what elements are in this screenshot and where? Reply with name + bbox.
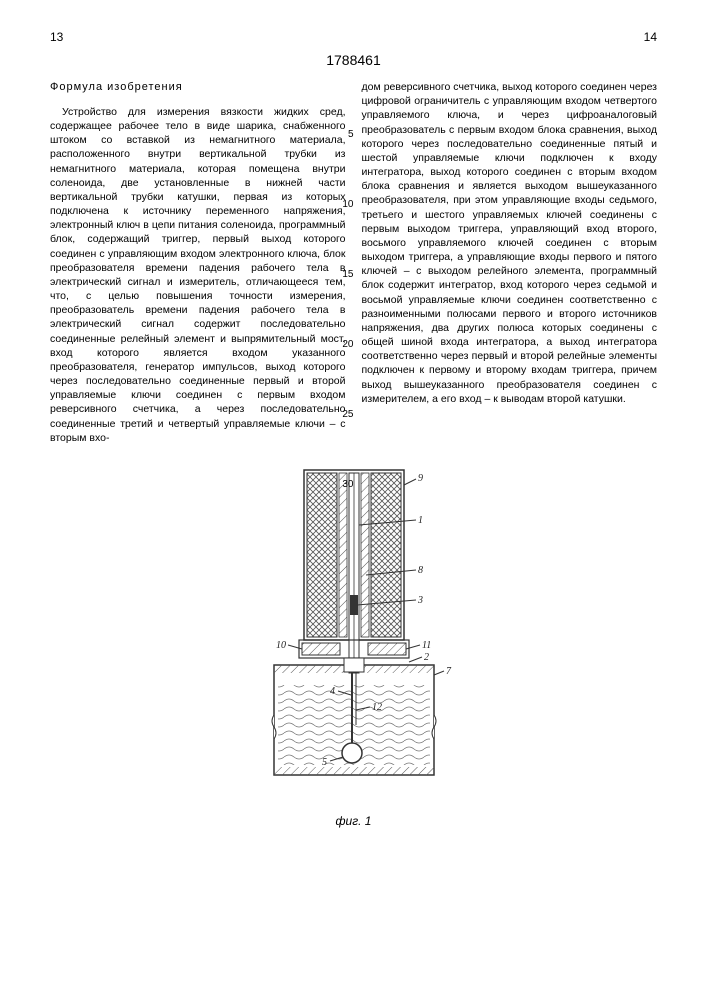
- right-column: дом реверсивного счетчика, выход которог…: [362, 80, 658, 445]
- svg-text:2: 2: [424, 652, 429, 663]
- line-marker: 15: [342, 268, 353, 282]
- line-marker: 5: [348, 128, 354, 142]
- svg-text:12: 12: [372, 702, 382, 713]
- svg-text:5: 5: [322, 757, 327, 768]
- svg-text:11: 11: [422, 640, 431, 651]
- svg-text:7: 7: [446, 666, 452, 677]
- patent-page: 13 14 1788461 Формула изобретения Устрой…: [0, 0, 707, 1000]
- svg-text:1: 1: [418, 515, 423, 526]
- text-columns: Формула изобретения Устройство для измер…: [50, 80, 657, 445]
- patent-number: 1788461: [50, 52, 657, 68]
- left-column-text: Устройство для измерения вязкости жидких…: [50, 105, 346, 445]
- page-number-right: 14: [644, 30, 657, 44]
- svg-text:10: 10: [276, 640, 286, 651]
- line-marker: 10: [342, 198, 353, 212]
- figure-1: 9 1 8 3 10 11 2 7 4 12 5 фиг. 1: [244, 465, 464, 828]
- line-marker: 30: [342, 478, 353, 492]
- line-marker: 20: [342, 338, 353, 352]
- left-column: Формула изобретения Устройство для измер…: [50, 80, 346, 445]
- svg-text:9: 9: [418, 473, 423, 484]
- figure-svg: 9 1 8 3 10 11 2 7 4 12 5: [244, 465, 464, 805]
- claims-title: Формула изобретения: [50, 80, 346, 95]
- svg-text:3: 3: [417, 595, 423, 606]
- page-numbers-row: 13 14: [50, 30, 657, 44]
- svg-text:4: 4: [330, 686, 335, 697]
- page-number-left: 13: [50, 30, 63, 44]
- svg-text:8: 8: [418, 565, 423, 576]
- line-marker: 25: [342, 408, 353, 422]
- figure-caption: фиг. 1: [244, 814, 464, 828]
- right-column-text: дом реверсивного счетчика, выход которог…: [362, 80, 658, 406]
- figure-container: 9 1 8 3 10 11 2 7 4 12 5 фиг. 1: [50, 465, 657, 830]
